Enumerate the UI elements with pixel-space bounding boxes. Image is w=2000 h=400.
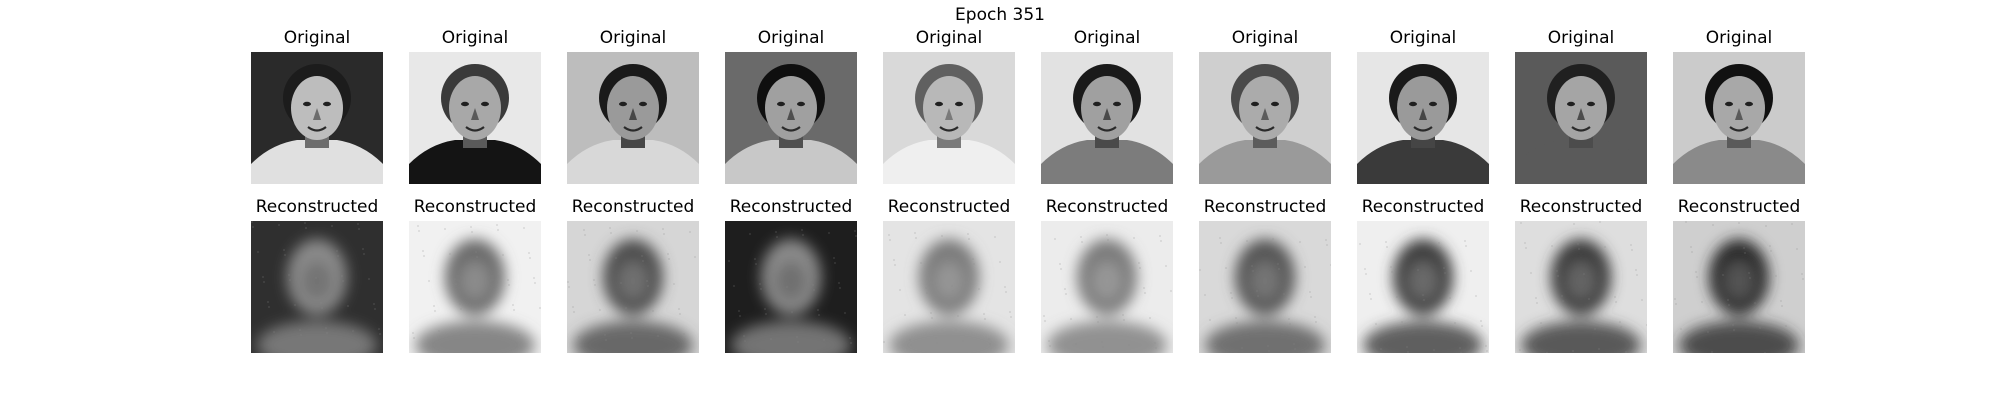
reconstructed-image [1041, 221, 1173, 353]
reconstructed-title: Reconstructed [1519, 197, 1643, 217]
face-photo [883, 52, 1015, 184]
reconstructed-title: Reconstructed [571, 197, 695, 217]
original-image [409, 52, 541, 184]
original-title: Original [1073, 28, 1141, 48]
reconstructed-image [567, 221, 699, 353]
reconstructed-face [883, 221, 1015, 353]
reconstructed-face [251, 221, 383, 353]
reconstructed-title: Reconstructed [413, 197, 537, 217]
figure-title: Epoch 351 [955, 5, 1045, 25]
face-photo [1673, 52, 1805, 184]
original-image [1673, 52, 1805, 184]
original-title: Original [757, 28, 825, 48]
original-title: Original [1389, 28, 1457, 48]
reconstructed-image [409, 221, 541, 353]
face-photo [1199, 52, 1331, 184]
reconstructed-image [883, 221, 1015, 353]
original-title: Original [915, 28, 983, 48]
original-image [567, 52, 699, 184]
reconstructed-face [1041, 221, 1173, 353]
reconstructed-title: Reconstructed [1361, 197, 1485, 217]
original-title: Original [1231, 28, 1299, 48]
reconstructed-face [1673, 221, 1805, 353]
face-photo [251, 52, 383, 184]
original-title: Original [1547, 28, 1615, 48]
original-title: Original [1705, 28, 1773, 48]
original-image [725, 52, 857, 184]
reconstructed-image [1357, 221, 1489, 353]
original-title: Original [441, 28, 509, 48]
reconstructed-image [725, 221, 857, 353]
original-image [1199, 52, 1331, 184]
reconstructed-title: Reconstructed [729, 197, 853, 217]
reconstructed-title: Reconstructed [255, 197, 379, 217]
reconstructed-title: Reconstructed [1203, 197, 1327, 217]
reconstructed-face [725, 221, 857, 353]
reconstructed-title: Reconstructed [1045, 197, 1169, 217]
reconstructed-face [1357, 221, 1489, 353]
original-image [1515, 52, 1647, 184]
reconstructed-face [567, 221, 699, 353]
original-image [251, 52, 383, 184]
reconstructed-title: Reconstructed [1677, 197, 1801, 217]
original-image [1041, 52, 1173, 184]
face-photo [1515, 52, 1647, 184]
original-title: Original [283, 28, 351, 48]
reconstructed-image [1199, 221, 1331, 353]
reconstructed-image [1673, 221, 1805, 353]
face-photo [567, 52, 699, 184]
face-photo [725, 52, 857, 184]
original-image [883, 52, 1015, 184]
reconstructed-image [1515, 221, 1647, 353]
reconstructed-title: Reconstructed [887, 197, 1011, 217]
reconstructed-face [409, 221, 541, 353]
reconstructed-face [1199, 221, 1331, 353]
reconstructed-image [251, 221, 383, 353]
face-photo [1041, 52, 1173, 184]
face-photo [409, 52, 541, 184]
face-photo [1357, 52, 1489, 184]
reconstructed-face [1515, 221, 1647, 353]
original-image [1357, 52, 1489, 184]
original-title: Original [599, 28, 667, 48]
